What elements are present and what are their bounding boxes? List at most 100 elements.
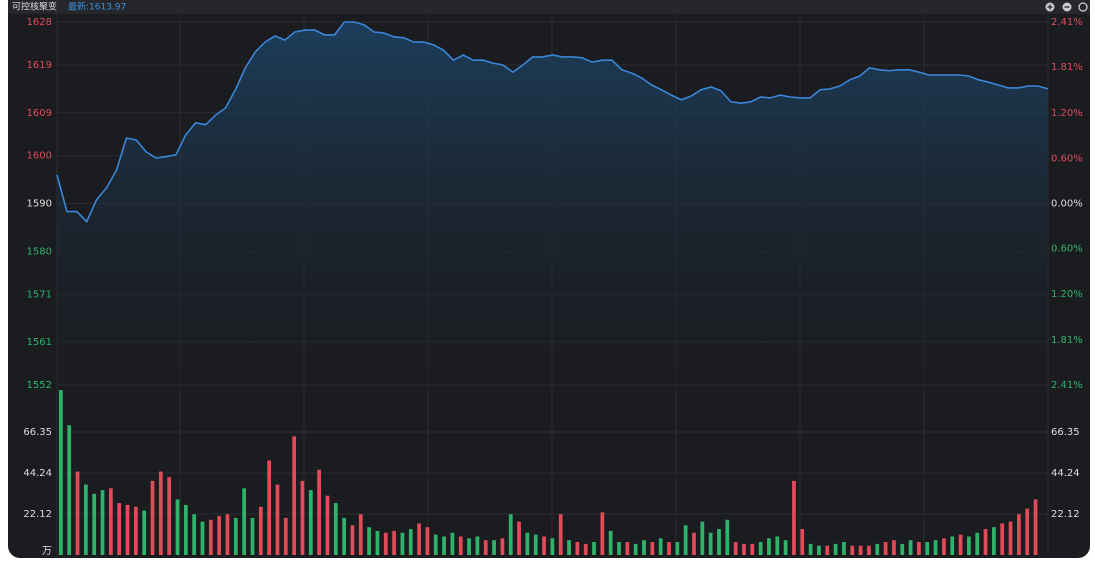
volume-bar [850,545,855,555]
volume-bar [392,530,396,555]
subtitle: 最新:1613.97 [68,1,126,13]
volume-bar [142,510,147,555]
volume-bar [192,514,197,555]
volume-bar [925,542,930,555]
volume-bar [375,530,380,555]
volume-bar [300,480,305,555]
y2-tick-label: 2.41% [1051,380,1083,391]
volume-bar [642,540,646,555]
volume-bar [233,517,238,555]
y2-tick-label: 44.24 [1051,468,1080,479]
volume-bar [292,436,297,555]
volume-bar [450,532,455,555]
volume-bar [467,538,471,555]
volume-bar [983,529,988,555]
volume-bar [208,519,213,555]
volume-bar [725,519,730,555]
volume-bar [617,542,621,555]
volume-bar [500,538,505,555]
volume-bar [358,514,363,555]
volume-bar [675,542,680,555]
volume-bar [75,471,80,555]
volume-bar [458,536,463,555]
volume-bar [583,543,588,555]
y2-tick-label: 1.20% [1051,108,1083,119]
volume-bar [67,425,72,555]
volume-bar [83,484,88,555]
volume-bar [125,504,130,555]
volume-bar [683,525,688,555]
volume-bar [717,529,721,555]
volume-bar [692,532,696,555]
volume-bar [658,538,663,555]
volume-bar [158,471,163,555]
volume-bar [383,532,388,555]
y2-tick-label: 2.41% [1051,17,1083,28]
volume-bar [992,527,996,555]
volume-bar [967,536,971,555]
volume-bar [592,542,596,555]
volume-bar [200,521,205,555]
volume-bar [767,538,771,555]
volume-bar [1025,508,1030,555]
volume-bar [367,527,371,555]
y-tick-label: 1580 [27,246,52,257]
price-line [56,21,1049,223]
volume-bar [567,540,571,555]
volume-bar [892,540,896,555]
volume-bar [59,390,63,555]
volume-bar [908,540,913,555]
volume-bar [242,488,247,555]
volume-bar [250,517,255,555]
volume-bar [475,536,480,555]
volume-bar [425,527,430,555]
y-tick-label: 1571 [27,289,52,300]
volume-bar [175,499,180,555]
y-tick-label: 1609 [27,108,52,119]
volume-bar [333,503,338,555]
volume-bar [700,521,705,555]
volume-bar [975,532,980,555]
volume-bar [733,542,738,555]
volume-bar [225,514,230,555]
volume-bar [400,532,405,555]
volume-bar [958,534,963,555]
volume-bar [317,469,321,555]
y-tick-label: 1600 [27,151,52,162]
volume-bar [1033,499,1038,555]
volume-bar [667,542,671,555]
volume-bar [150,480,155,555]
volume-bar [625,542,630,555]
volume-bar [275,484,280,555]
volume-bar [1000,523,1005,555]
volume-bar [808,543,813,555]
volume-bar [942,538,946,555]
volume-bar [550,538,555,555]
volume-bar [758,542,763,555]
volume-bar [558,514,563,555]
volume-bar [492,540,496,555]
volume-bar [800,529,805,555]
volume-bar [883,542,888,555]
volume-bar [917,542,921,555]
volume-bar [708,532,713,555]
volume-bar [325,495,330,555]
y2-tick-label: 1.81% [1051,62,1083,73]
volume-bar [1008,521,1013,555]
volume-bar [442,536,446,555]
volume-bar [950,536,955,555]
volume-bar [742,543,746,555]
volume-bar [817,545,821,555]
volume-bar [342,517,346,555]
y2-tick-label: 22.12 [1051,509,1080,520]
volume-bar [517,521,521,555]
y2-tick-label: 0.00% [1051,199,1083,210]
volume-bar [650,542,655,555]
volume-bar [633,543,638,555]
window-buttons[interactable] [1045,2,1088,12]
volume-bar [867,545,871,555]
volume-bar [525,532,530,555]
volume-bar [133,506,138,555]
volume-bar [183,504,188,555]
